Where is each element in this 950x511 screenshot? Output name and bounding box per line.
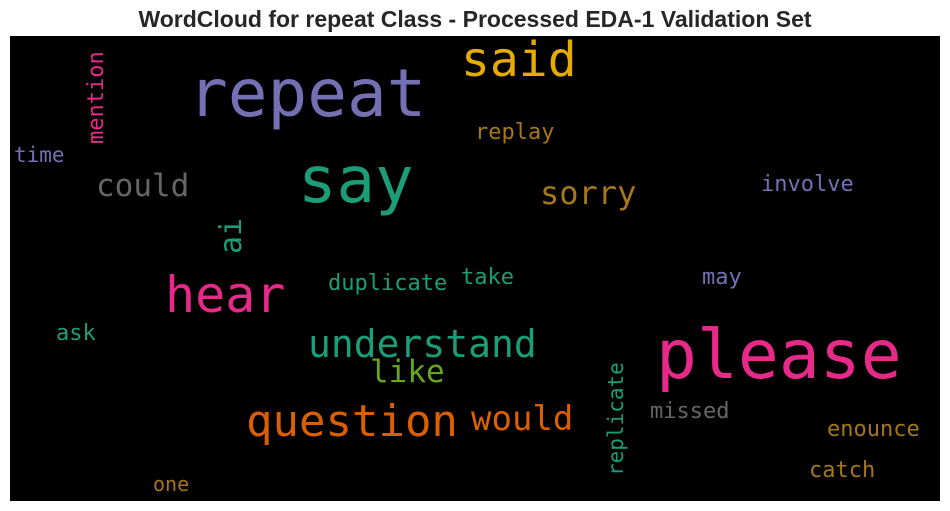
word-mention: mention [84, 51, 109, 144]
word-one: one [153, 472, 190, 496]
word-take: take [461, 265, 514, 290]
word-sorry: sorry [540, 174, 637, 212]
word-say: say [298, 144, 414, 218]
wordcloud-canvas: please repeat say said hear question understan… [10, 36, 940, 501]
word-could: could [96, 168, 190, 204]
word-enounce: enounce [827, 417, 920, 442]
word-catch: catch [809, 458, 876, 483]
word-involve: involve [761, 172, 854, 197]
word-please: please [656, 316, 902, 395]
word-time: time [14, 143, 65, 167]
word-question: question [246, 396, 458, 447]
word-missed: missed [650, 399, 730, 424]
chart-title: WordCloud for repeat Class - Processed E… [138, 6, 812, 32]
word-repeat: repeat [188, 55, 427, 132]
word-replay: replay [475, 120, 555, 145]
word-may: may [702, 265, 742, 290]
word-duplicate: duplicate [328, 271, 448, 296]
word-ai: ai [214, 217, 249, 254]
word-replicate: replicate [604, 362, 628, 476]
word-would: would [471, 399, 574, 439]
word-like: like [370, 354, 445, 390]
word-hear: hear [165, 266, 286, 324]
word-said: said [461, 36, 577, 88]
word-ask: ask [56, 321, 96, 346]
word-understand: understand [308, 322, 537, 366]
